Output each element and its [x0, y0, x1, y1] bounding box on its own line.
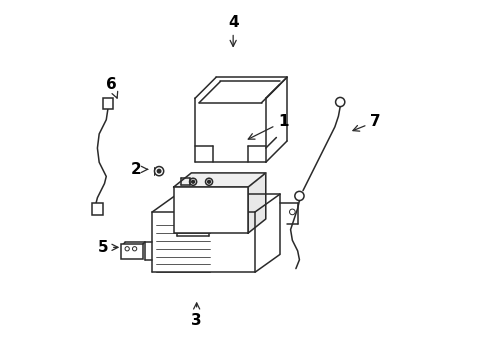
FancyBboxPatch shape: [92, 203, 103, 215]
Text: 4: 4: [227, 15, 238, 46]
Text: 2: 2: [131, 162, 147, 177]
Polygon shape: [173, 173, 265, 187]
Polygon shape: [247, 173, 265, 233]
Text: 7: 7: [352, 114, 380, 131]
Text: 1: 1: [248, 114, 288, 139]
Circle shape: [207, 180, 210, 183]
Circle shape: [191, 180, 194, 183]
FancyBboxPatch shape: [173, 187, 247, 233]
Text: 3: 3: [191, 303, 202, 328]
FancyBboxPatch shape: [102, 99, 113, 109]
FancyBboxPatch shape: [121, 244, 142, 259]
Text: 6: 6: [106, 77, 118, 98]
Text: 5: 5: [97, 240, 118, 255]
Circle shape: [157, 169, 161, 173]
